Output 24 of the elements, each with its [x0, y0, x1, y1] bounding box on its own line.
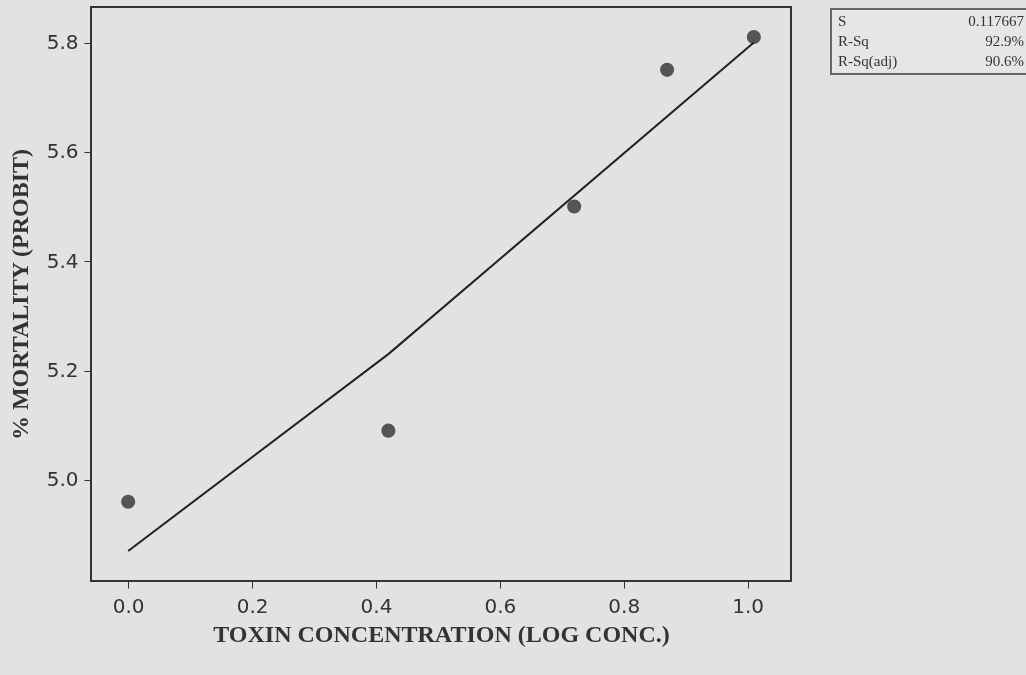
text: R-Sq	[838, 33, 870, 50]
point	[567, 199, 582, 214]
text: 0.117667	[968, 13, 1024, 30]
point	[746, 30, 761, 45]
point	[381, 423, 396, 438]
x-tick-label: 0.4	[360, 593, 393, 618]
y-tick-label: 5.6	[46, 139, 79, 164]
x-tick-label: 0.2	[236, 593, 269, 618]
x-tick-label: 0.0	[112, 593, 145, 618]
y-tick-label: 5.8	[46, 30, 79, 55]
text: 90.6%	[984, 53, 1024, 70]
y-tick-label: 5.4	[46, 248, 79, 273]
x-axis-title: TOXIN CONCENTRATION (LOG CONC.)	[213, 620, 670, 647]
text: S	[838, 13, 848, 30]
point	[660, 62, 675, 77]
x-tick-label: 1.0	[732, 593, 765, 618]
y-axis-title: % MORTALITY (PROBIT)	[6, 148, 33, 441]
x-tick-label: 0.8	[608, 593, 641, 618]
text: 92.9%	[984, 33, 1024, 50]
text: R-Sq(adj)	[838, 53, 899, 70]
y-tick-label: 5.2	[46, 358, 79, 383]
x-tick-label: 0.6	[484, 593, 517, 618]
point	[121, 494, 136, 509]
y-tick-label: 5.0	[46, 467, 79, 492]
